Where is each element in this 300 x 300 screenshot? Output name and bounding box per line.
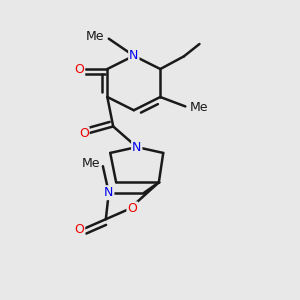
Text: O: O: [79, 127, 89, 140]
Text: Me: Me: [190, 101, 208, 114]
Text: Me: Me: [81, 157, 100, 170]
Text: N: N: [132, 141, 141, 154]
Text: O: O: [74, 223, 84, 236]
Text: N: N: [129, 49, 139, 62]
Text: N: N: [104, 186, 113, 199]
Text: Me: Me: [86, 30, 104, 43]
Text: O: O: [128, 202, 137, 215]
Text: O: O: [74, 62, 84, 76]
